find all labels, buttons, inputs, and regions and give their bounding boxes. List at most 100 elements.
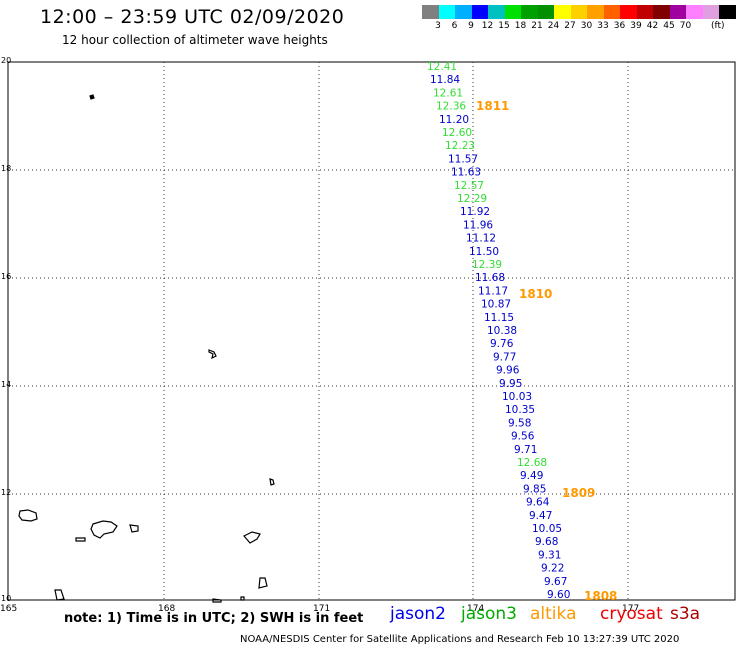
island <box>240 596 245 601</box>
wave-height-value: 9.22 <box>541 563 564 575</box>
legend-swatch <box>504 5 522 19</box>
y-tick-label: 14 <box>1 380 11 389</box>
legend-tick: 36 <box>613 21 626 31</box>
y-tick-label: 16 <box>1 272 11 281</box>
satellite-name: s3a <box>670 604 701 624</box>
island <box>243 531 261 544</box>
satellite-name: cryosat <box>600 604 663 624</box>
map-grid: 165 168 171 174 177 20 18 16 14 12 10 <box>0 56 736 614</box>
wave-height-value: 9.58 <box>508 417 531 429</box>
legend-swatch <box>570 5 588 19</box>
legend-swatch <box>719 5 736 19</box>
y-tick-label: 18 <box>1 164 11 173</box>
wave-height-value: 9.95 <box>499 378 522 390</box>
island <box>54 589 65 601</box>
pass-label: 1809 <box>562 486 595 500</box>
legend-tick: 45 <box>663 21 675 31</box>
x-tick-label: 177 <box>622 604 639 614</box>
legend-swatch <box>537 5 555 19</box>
wave-height-value: 11.68 <box>475 272 505 284</box>
island <box>269 478 275 486</box>
y-tick-label: 10 <box>1 594 11 603</box>
wave-height-value: 12.60 <box>442 127 472 139</box>
legend-swatch <box>422 5 439 19</box>
wave-height-value: 11.63 <box>451 167 481 179</box>
island <box>89 94 95 100</box>
wave-height-value: 11.15 <box>484 312 514 324</box>
wave-height-value: 12.68 <box>517 457 547 469</box>
x-tick-label: 171 <box>313 604 330 614</box>
legend-swatch <box>521 5 538 19</box>
wave-height-value: 12.57 <box>454 180 484 192</box>
island <box>258 577 268 589</box>
legend-tick: 33 <box>597 21 609 31</box>
wave-height-value: 12.29 <box>457 193 487 205</box>
legend-tick: 3 <box>435 21 441 31</box>
legend-tick: 6 <box>451 21 458 31</box>
legend-swatch <box>455 5 472 19</box>
island <box>129 524 139 533</box>
wave-height-value: 9.56 <box>511 431 535 443</box>
island <box>212 598 222 603</box>
map-title: 12:00 – 23:59 UTC 02/09/2020 <box>40 6 345 28</box>
island <box>75 537 86 542</box>
wave-height-value: 10.05 <box>532 523 562 535</box>
map-subtitle: 12 hour collection of altimeter wave hei… <box>62 33 328 47</box>
map-frame <box>7 61 736 601</box>
wave-height-value: 9.64 <box>526 497 550 509</box>
legend-swatch <box>488 5 505 19</box>
pass-label: 1810 <box>519 287 552 301</box>
y-tick-label: 12 <box>1 488 11 497</box>
legend-swatch <box>686 5 703 19</box>
footer-note: note: 1) Time is in UTC; 2) SWH is in fe… <box>64 611 364 626</box>
satellite-name: jason3 <box>461 604 517 624</box>
credit-line: NOAA/NESDIS Center for Satellite Applica… <box>240 634 680 645</box>
wave-height-value: 12.36 <box>436 101 466 113</box>
wave-height-value: 12.23 <box>445 140 475 152</box>
wave-height-value: 9.77 <box>493 351 516 363</box>
wave-height-value: 11.84 <box>430 74 460 86</box>
wave-height-value: 12.39 <box>472 259 502 271</box>
wave-height-value: 9.60 <box>547 589 570 601</box>
wave-height-value: 9.96 <box>496 365 520 377</box>
wave-height-value: 11.12 <box>466 233 496 245</box>
pass-label: 1808 <box>584 589 617 603</box>
legend-tick: 39 <box>630 21 642 31</box>
legend-swatch <box>587 5 604 19</box>
wave-height-value: 9.71 <box>514 444 537 456</box>
wave-height-value: 9.49 <box>520 470 543 482</box>
legend-swatch <box>669 5 687 19</box>
legend-tick: 21 <box>531 21 543 31</box>
island <box>90 520 118 539</box>
x-tick-label: 168 <box>158 604 175 614</box>
island <box>18 509 38 522</box>
wave-height-value: 9.76 <box>490 338 514 350</box>
wave-height-value: 10.35 <box>505 404 535 416</box>
legend-swatch <box>438 5 456 19</box>
wave-height-value: 9.68 <box>535 536 558 548</box>
coastlines <box>18 94 275 603</box>
wave-height-value: 9.47 <box>529 510 552 522</box>
wave-height-value: 12.61 <box>433 87 463 99</box>
legend-swatch <box>636 5 654 19</box>
wave-height-value: 12.41 <box>427 61 457 73</box>
wave-height-value: 11.20 <box>439 114 469 126</box>
wave-height-value: 9.31 <box>538 549 561 561</box>
legend-unit: (ft) <box>711 21 725 31</box>
legend-tick: 24 <box>547 21 560 31</box>
wave-height-value: 10.87 <box>481 299 511 311</box>
wave-height-value: 11.50 <box>469 246 499 258</box>
satellite-name: jason2 <box>390 604 446 624</box>
legend-tick: 27 <box>564 21 576 31</box>
legend-tick: 9 <box>468 21 474 31</box>
wave-height-value: 10.03 <box>502 391 532 403</box>
wave-height-value: 10.38 <box>487 325 517 337</box>
wave-height-value: 11.92 <box>460 206 490 218</box>
wave-height-value: 9.67 <box>544 576 567 588</box>
wave-height-value: 11.17 <box>478 285 508 297</box>
track-labels: 1811 1810 1809 1808 <box>476 99 617 603</box>
wave-height-value: 9.85 <box>523 483 546 495</box>
legend-swatch <box>471 5 489 19</box>
x-tick-label: 165 <box>0 604 17 614</box>
